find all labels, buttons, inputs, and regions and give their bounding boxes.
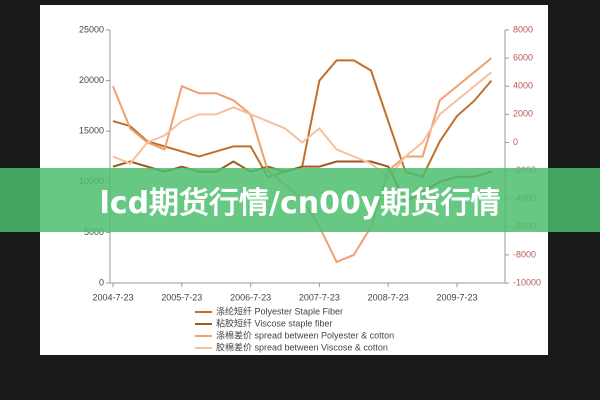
x-tick-label: 2007-7-23 — [299, 292, 340, 302]
y2-tick-label: 0 — [513, 137, 518, 147]
y2-tick-label: 6000 — [513, 52, 533, 62]
y-tick-label: 0 — [99, 277, 104, 287]
line-series — [112, 71, 493, 179]
y-tick-label: 20000 — [79, 75, 104, 85]
legend-label: 涤棉差价 spread between Polyester & cotton — [216, 329, 394, 340]
x-tick-label: 2008-7-23 — [368, 292, 409, 302]
legend-label: 涤纶短纤 Polyester Staple Fiber — [216, 305, 343, 316]
y2-tick-label: 8000 — [513, 24, 533, 34]
x-tick-label: 2006-7-23 — [230, 292, 271, 302]
legend-label: 粘胶短纤 Viscose staple fiber — [216, 317, 332, 328]
x-tick-label: 2005-7-23 — [161, 292, 202, 302]
y-tick-label: 15000 — [79, 126, 104, 136]
x-tick-label: 2009-7-23 — [436, 292, 477, 302]
y2-tick-label: -8000 — [513, 249, 536, 259]
y-tick-label: 25000 — [79, 24, 104, 34]
legend-label: 胶棉差价 spread between Viscose & cotton — [216, 341, 388, 352]
y2-tick-label: -10000 — [513, 277, 541, 287]
x-tick-label: 2004-7-23 — [92, 292, 133, 302]
banner: lcd期货行情/cn00y期货行情 — [0, 168, 600, 232]
y2-tick-label: 2000 — [513, 109, 533, 119]
y2-tick-label: 4000 — [513, 81, 533, 91]
